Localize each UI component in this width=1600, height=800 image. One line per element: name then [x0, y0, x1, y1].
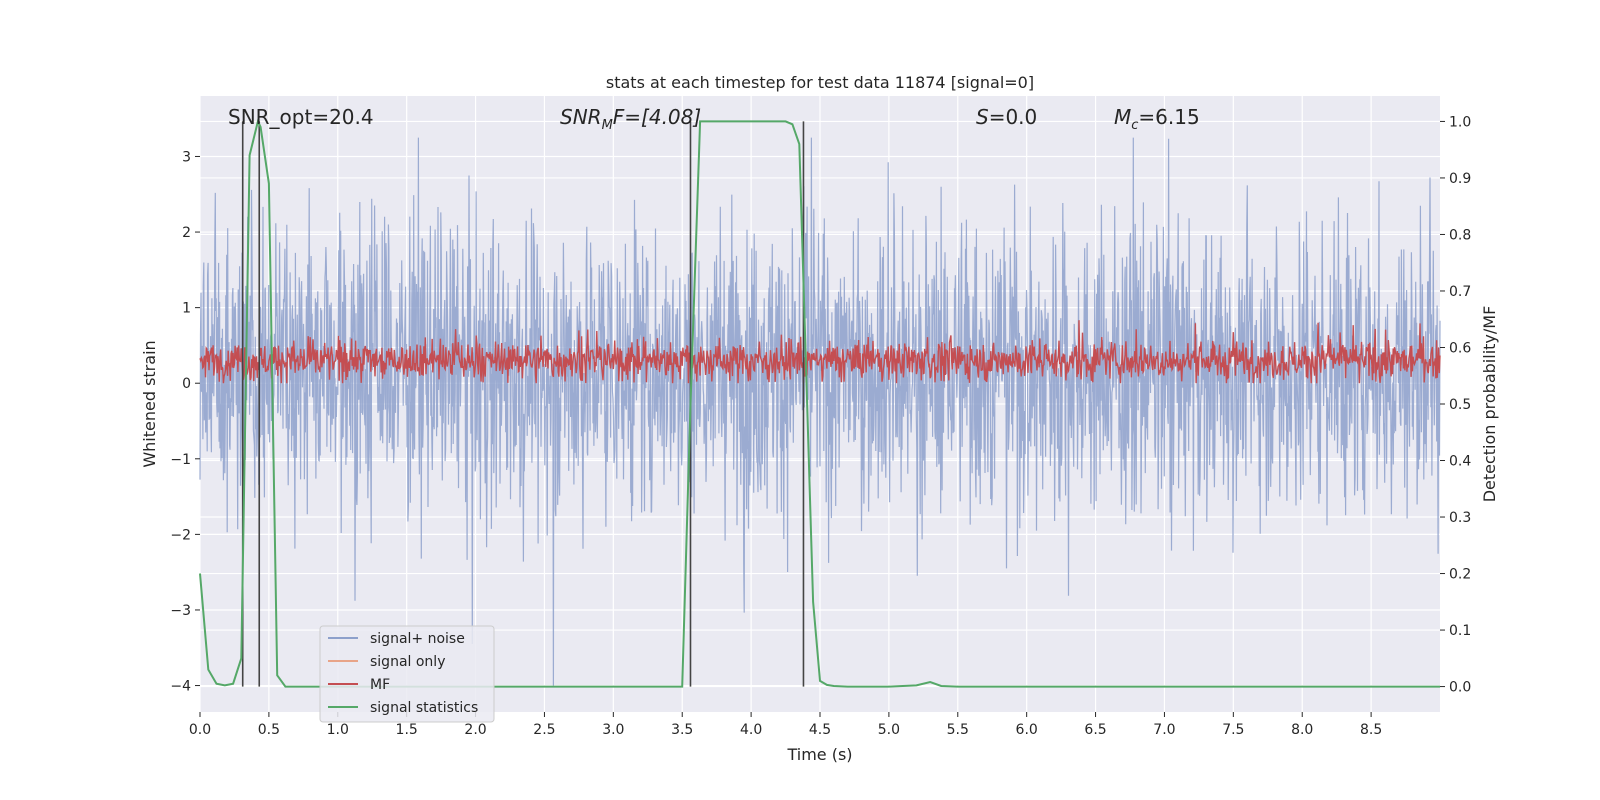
annotation-snr-mf-sub: M — [602, 118, 613, 133]
y-left-tick-label: 3 — [182, 149, 191, 165]
x-tick-label: 2.5 — [533, 722, 555, 738]
y-axis-right-label: Detection probability/MF — [1480, 306, 1499, 503]
annotation-s: S=0.0 — [976, 105, 1037, 129]
x-axis-ticks: 0.0 0.5 1.0 1.5 2.0 2.5 3.0 3.5 4.0 4.5 5.0 5.5 6.0 6… — [189, 712, 1382, 738]
y-right-tick-label: 0.7 — [1449, 284, 1471, 300]
chart-title: stats at each timestep for test data 118… — [606, 73, 1034, 92]
legend-label-mf: MF — [370, 677, 390, 693]
y-left-tick-label: −2 — [170, 527, 191, 543]
annotation-s-italic: S — [976, 105, 989, 129]
x-tick-label: 6.0 — [1016, 722, 1038, 738]
legend-label-signal-noise: signal+ noise — [370, 631, 465, 647]
series-signal-noise — [199, 137, 1441, 686]
annotation-snr-mf-main: SNR — [560, 105, 602, 129]
signal-noise-line — [199, 137, 1441, 686]
x-tick-label: 5.5 — [947, 722, 969, 738]
x-tick-label: 0.0 — [189, 722, 211, 738]
x-tick-label: 4.0 — [740, 722, 762, 738]
y-right-tick-label: 0.2 — [1449, 567, 1471, 583]
x-tick-label: 6.5 — [1084, 722, 1106, 738]
x-tick-label: 4.5 — [809, 722, 831, 738]
y-right-tick-label: 1.0 — [1449, 114, 1471, 130]
y-left-tick-label: −3 — [170, 603, 191, 619]
signal-statistics-line — [199, 118, 1440, 688]
annotation-mc: Mc=6.15 — [1114, 105, 1200, 133]
annotation-snr-mf: SNRMF=[4.08] — [560, 105, 701, 133]
annotation-s-rest: =0.0 — [989, 105, 1038, 129]
y-axis-left-label: Whitened strain — [140, 340, 159, 467]
annotation-snr-mf-rest: F=[4.08] — [613, 105, 701, 129]
y-axis-left-ticks: −4 −3 −2 −1 0 1 2 3 — [170, 149, 200, 695]
y-left-tick-label: −1 — [170, 452, 191, 468]
series-signal-statistics — [199, 118, 1440, 688]
annotation-mc-rest: =6.15 — [1138, 105, 1199, 129]
y-right-tick-label: 0.4 — [1449, 454, 1471, 470]
x-tick-label: 1.5 — [396, 722, 418, 738]
y-right-tick-label: 0.1 — [1449, 623, 1471, 639]
series-mf — [199, 320, 1441, 384]
y-right-tick-label: 0.5 — [1449, 397, 1471, 413]
x-tick-label: 8.5 — [1360, 722, 1382, 738]
y-right-tick-label: 0.0 — [1449, 680, 1471, 696]
x-tick-label: 8.0 — [1291, 722, 1313, 738]
x-tick-label: 3.5 — [671, 722, 693, 738]
x-tick-label: 5.0 — [878, 722, 900, 738]
annotation-snr-opt: SNR_opt=20.4 — [228, 105, 374, 129]
x-tick-label: 1.0 — [327, 722, 349, 738]
annotation-mc-italic: M — [1114, 105, 1131, 129]
y-right-tick-label: 0.8 — [1449, 227, 1471, 243]
y-right-tick-label: 0.6 — [1449, 340, 1471, 356]
legend-box — [319, 625, 495, 723]
y-left-tick-label: 0 — [182, 376, 191, 392]
x-tick-label: 2.0 — [464, 722, 486, 738]
legend-label-signal-only: signal only — [370, 654, 445, 670]
legend: signal+ noise signal only MF signal stat… — [319, 625, 495, 723]
legend-label-signal-statistics: signal statistics — [370, 700, 478, 716]
x-axis-label: Time (s) — [786, 745, 852, 764]
annotation-mc-sub: c — [1131, 118, 1138, 133]
x-tick-label: 7.5 — [1222, 722, 1244, 738]
y-left-tick-label: 2 — [182, 225, 191, 241]
y-right-tick-label: 0.3 — [1449, 510, 1471, 526]
y-axis-right-ticks: 0.0 0.1 0.2 0.3 0.4 0.5 0.6 0.7 0.8 0.9 1.0 — [1440, 114, 1471, 696]
y-left-tick-label: −4 — [170, 679, 191, 695]
mf-line — [199, 320, 1441, 384]
y-right-tick-label: 0.9 — [1449, 171, 1471, 187]
x-tick-label: 0.5 — [258, 722, 280, 738]
y-left-tick-label: 1 — [182, 301, 191, 317]
x-tick-label: 3.0 — [602, 722, 624, 738]
x-tick-label: 7.0 — [1153, 722, 1175, 738]
